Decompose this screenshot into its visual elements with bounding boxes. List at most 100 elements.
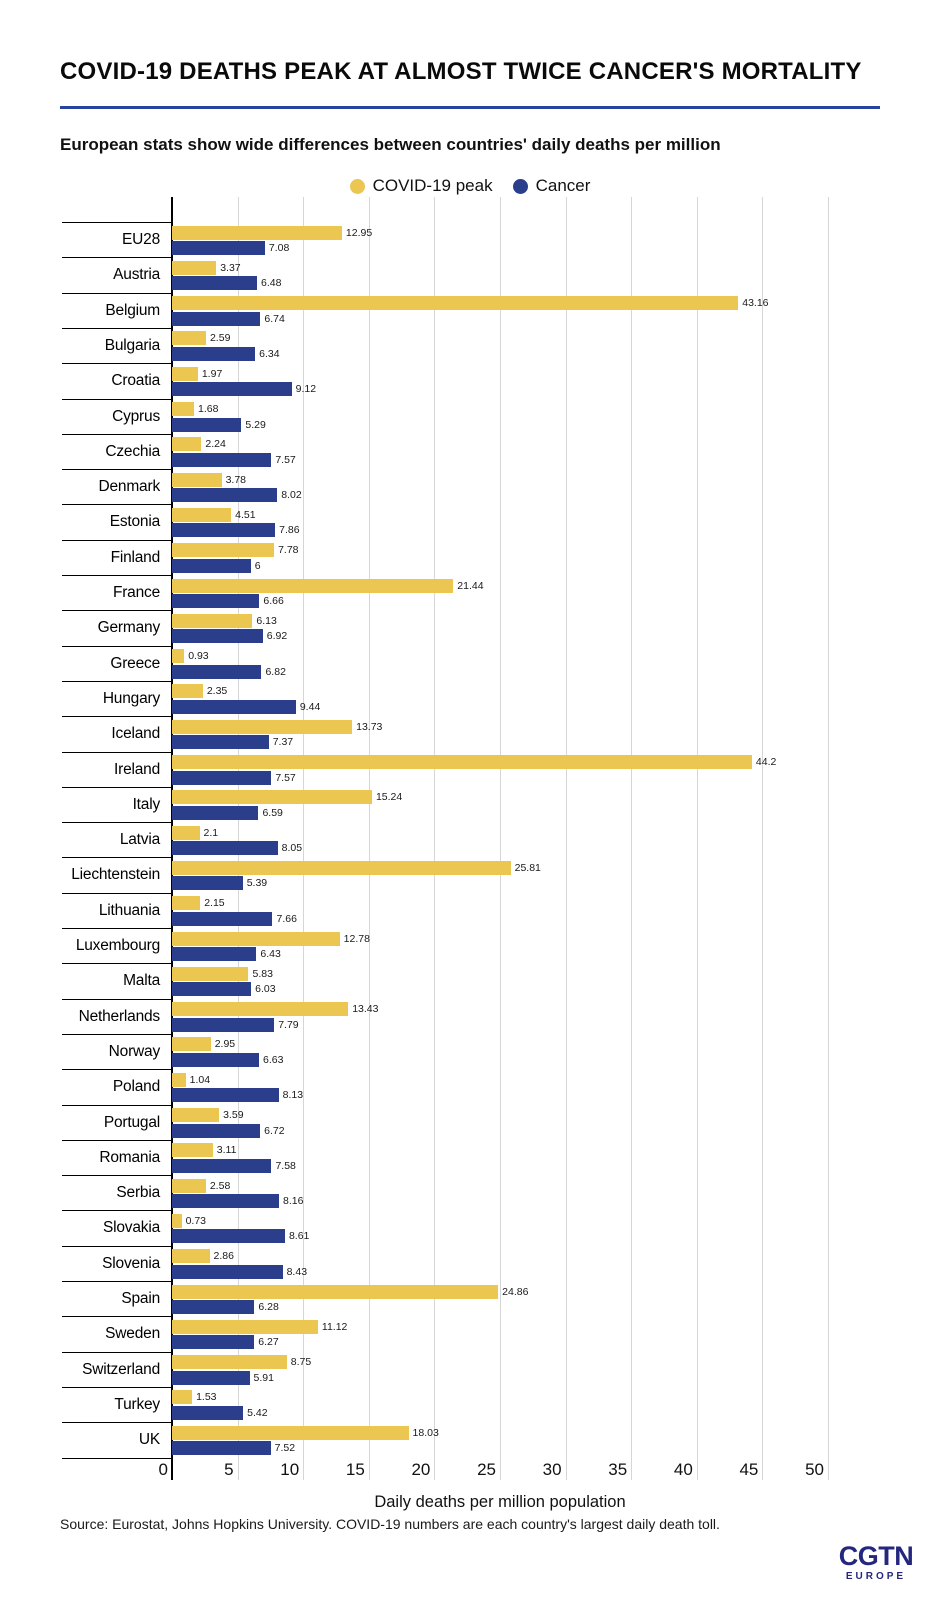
chart-row: Denmark 3.78 8.02: [60, 469, 880, 504]
x-tick-label: 40: [673, 1460, 693, 1479]
row-divider: [62, 575, 172, 576]
chart-row: Sweden 11.12 6.27: [60, 1316, 880, 1351]
row-divider: [62, 1316, 172, 1318]
cancer-bar: 7.58: [172, 1158, 296, 1173]
page-subtitle: European stats show wide differences bet…: [60, 135, 721, 154]
bar-value-label: 7.57: [275, 453, 296, 466]
bar-value-label: 2.58: [209, 1179, 231, 1192]
country-label: Ireland: [114, 760, 160, 778]
source-note: Source: Eurostat, Johns Hopkins Universi…: [60, 1516, 720, 1532]
country-label: Bulgaria: [104, 336, 160, 354]
row-divider: [62, 892, 172, 894]
covid-bar: 2.24: [172, 437, 226, 452]
x-tick-label: 35: [608, 1460, 628, 1479]
row-divider: [62, 1351, 172, 1353]
cancer-bar: 8.61: [172, 1229, 309, 1244]
bar-value-label: 6.27: [258, 1336, 279, 1349]
bar-value-label: 6.43: [260, 948, 281, 960]
country-label: Croatia: [111, 372, 160, 390]
cancer-bar: 8.13: [172, 1088, 303, 1103]
x-tick-label: 25: [477, 1460, 496, 1479]
cgtn-europe-logo: CGTN EUROPE: [836, 1543, 916, 1582]
row-divider: [62, 716, 172, 718]
row-divider: [62, 1104, 172, 1106]
covid-bar: 5.83: [172, 966, 273, 981]
cancer-bar: 7.79: [172, 1017, 299, 1032]
bar-value-label: 3.78: [225, 473, 247, 486]
chart-row: Hungary 2.35 9.44: [60, 680, 880, 716]
country-label: UK: [138, 1431, 160, 1449]
covid-bar: 12.78: [172, 931, 370, 946]
chart-row: Italy 15.24 6.59: [60, 786, 880, 822]
bar-value-label: 6.34: [259, 347, 280, 360]
cancer-bar: 6.92: [172, 629, 287, 644]
x-tick-label: 30: [542, 1460, 562, 1479]
bar-value-label: 21.44: [457, 579, 484, 592]
cancer-bar: 6.27: [172, 1335, 279, 1350]
bar-value-label: 2.86: [213, 1250, 234, 1263]
chart-row: EU28 12.95 7.08: [60, 222, 880, 257]
bar-value-label: 1.04: [189, 1073, 211, 1086]
row-divider: [62, 1069, 172, 1071]
country-label: Cyprus: [112, 407, 160, 425]
row-divider: [62, 822, 172, 824]
bar-value-label: 6.72: [264, 1124, 285, 1137]
row-divider: [62, 1281, 172, 1282]
chart-row: Slovakia 0.73 8.61: [60, 1210, 880, 1245]
covid-bar: 24.86: [172, 1284, 528, 1299]
cgtn-logo-text: CGTN: [838, 1541, 914, 1571]
bar-value-label: 11.12: [321, 1320, 348, 1333]
cancer-bar: 6.72: [172, 1123, 285, 1138]
country-label: Belgium: [105, 301, 160, 319]
bar-value-label: 12.95: [345, 226, 373, 239]
bar-value-label: 1.68: [198, 403, 219, 415]
row-divider: [62, 645, 172, 647]
bar-value-label: 6.48: [261, 277, 282, 290]
chart-row: Croatia 1.97 9.12: [60, 363, 880, 398]
cgtn-logo-sub-text: EUROPE: [845, 1571, 907, 1582]
bar-value-label: 7.58: [275, 1159, 296, 1172]
country-label: France: [112, 584, 160, 601]
country-label: Switzerland: [82, 1360, 160, 1378]
bar-value-label: 6.13: [256, 614, 277, 627]
bar-value-label: 6.66: [263, 595, 284, 607]
bar-value-label: 2.15: [204, 897, 225, 910]
chart-row: Czechia 2.24 7.57: [60, 433, 880, 469]
covid-bar: 3.78: [172, 472, 246, 487]
bar-value-label: 7.37: [272, 736, 294, 749]
legend-item-cancer: Cancer: [512, 176, 590, 196]
chart-row: Finland 7.78 6: [60, 539, 880, 575]
chart-row: Bulgaria 2.59 6.34: [60, 327, 880, 363]
cancer-bar: 8.43: [172, 1264, 307, 1279]
bar-value-label: 2.35: [206, 685, 228, 698]
gridline: [762, 197, 764, 1480]
covid-bar: 3.37: [172, 260, 241, 275]
country-label: Spain: [121, 1290, 160, 1307]
row-divider: [62, 292, 172, 294]
bar-value-label: 6.03: [255, 983, 276, 996]
row-divider: [62, 469, 172, 471]
gridline: [303, 197, 305, 1480]
row-divider: [62, 1210, 172, 1212]
chart-row: France 21.44 6.66: [60, 575, 880, 610]
cancer-bar: 6: [172, 558, 261, 573]
chart-row: Iceland 13.73 7.37: [60, 716, 880, 751]
row-divider: [62, 222, 172, 223]
x-axis-title: Daily deaths per million population: [374, 1493, 626, 1511]
chart-row: Poland 1.04 8.13: [60, 1069, 880, 1104]
x-tick-label: 15: [345, 1460, 365, 1479]
bar-value-label: 15.24: [375, 791, 403, 804]
page-title: COVID-19 DEATHS PEAK AT ALMOST TWICE CAN…: [60, 58, 862, 85]
bar-value-label: 7.52: [274, 1442, 296, 1455]
covid-bar: 3.59: [172, 1108, 244, 1122]
country-label: Liechtenstein: [71, 866, 160, 884]
cancer-bar: 5.42: [172, 1405, 268, 1420]
row-divider: [62, 928, 172, 929]
covid-bar: 2.95: [172, 1037, 235, 1052]
row-divider: [62, 1245, 172, 1247]
covid-bar: 8.75: [172, 1355, 311, 1370]
bar-value-label: 8.43: [286, 1265, 308, 1278]
cancer-bar: 6.43: [172, 947, 281, 961]
row-divider: [62, 1139, 172, 1141]
chart-legend: COVID-19 peak Cancer: [0, 175, 940, 197]
